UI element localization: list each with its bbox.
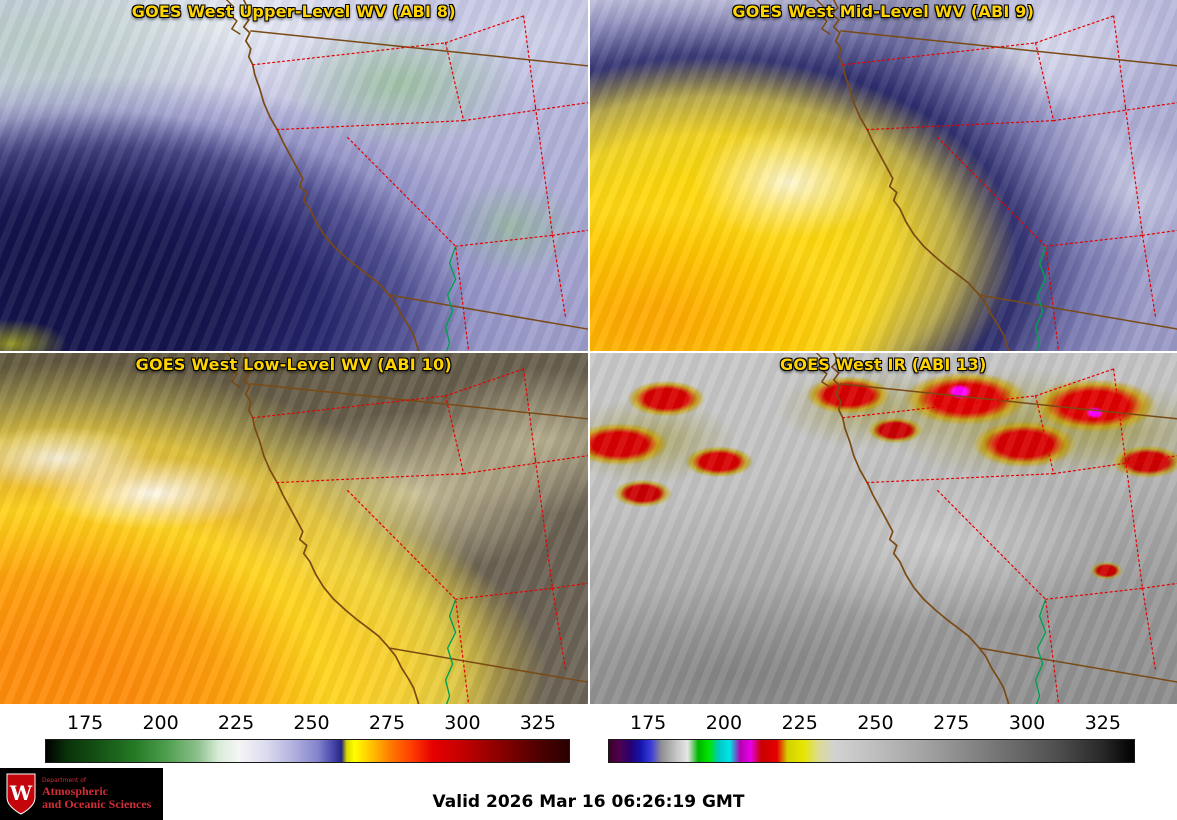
tick-label: 175 [630,712,667,734]
panel-title-abi9: GOES West Mid-Level WV (ABI 9) [732,2,1035,21]
map-borders-overlay [225,353,588,704]
satellite-imagery-abi10 [0,353,588,704]
map-borders-overlay [225,0,588,351]
colorbar-wv-gradient [45,739,570,763]
uw-aos-logo: W Department of Atmospheric and Oceanic … [0,768,163,820]
tick-label: 225 [217,712,255,734]
cloud-texture [589,0,1177,351]
panel-title-abi8: GOES West Upper-Level WV (ABI 8) [131,2,456,21]
tick-label: 200 [705,712,743,734]
logo-line-oceanic: and Oceanic Sciences [42,796,152,811]
panel-low-level-wv: GOES West Low-Level WV (ABI 10) [0,353,588,704]
panel-title-abi13: GOES West IR (ABI 13) [780,355,987,374]
logo-text: Department of Atmospheric and Oceanic Sc… [42,776,152,811]
cloud-texture [589,353,1177,704]
tick-label: 275 [368,712,406,734]
colorbar-ir-gradient [608,739,1135,763]
tick-label: 200 [142,712,179,734]
tick-label: 325 [1084,712,1121,734]
map-borders-overlay [815,0,1177,351]
cloud-texture [0,0,588,351]
tick-label: 175 [67,712,104,734]
logo-line-atmospheric: Atmospheric [42,784,108,799]
colorbar-ir: 175 200 225 250 275 300 325 [608,712,1135,763]
footer: W Department of Atmospheric and Oceanic … [0,768,1177,820]
tick-label: 325 [519,712,556,734]
logo-department-of: Department of [42,776,86,784]
panel-grid: GOES West Upper-Level WV (ABI 8) GOES We… [0,0,1177,704]
satellite-imagery-abi13 [589,353,1177,704]
colorbar-wv: 175 200 225 250 275 300 325 [45,712,570,763]
satellite-imagery-abi9 [589,0,1177,351]
satellite-imagery-abi8 [0,0,588,351]
uw-crest-icon: W [6,773,36,815]
panel-title-abi10: GOES West Low-Level WV (ABI 10) [135,355,452,374]
tick-label: 225 [781,712,818,734]
tick-label: 250 [293,712,330,734]
colorbar-wv-ticks: 175 200 225 250 275 300 325 [45,712,570,734]
tick-label: 300 [444,712,481,734]
tick-label: 275 [933,712,970,734]
map-borders-overlay [815,353,1177,704]
svg-text:W: W [9,781,33,805]
tick-label: 300 [1008,712,1046,734]
panel-ir: GOES West IR (ABI 13) [589,353,1177,704]
valid-time-label: Valid 2026 Mar 16 06:26:19 GMT [432,792,745,812]
panel-upper-level-wv: GOES West Upper-Level WV (ABI 8) [0,0,588,351]
colorbar-ir-ticks: 175 200 225 250 275 300 325 [608,712,1135,734]
cloud-texture [0,353,588,704]
panel-mid-level-wv: GOES West Mid-Level WV (ABI 9) [589,0,1177,351]
tick-label: 250 [857,712,894,734]
